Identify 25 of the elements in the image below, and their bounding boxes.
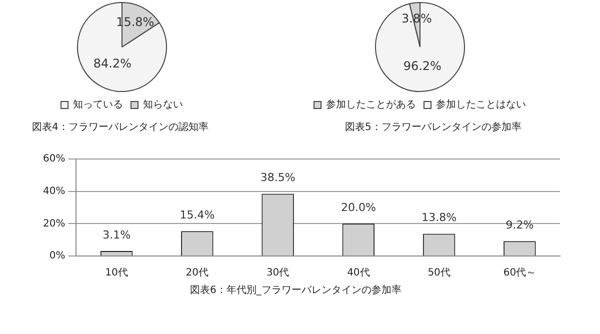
legend-label: 知らない [143,98,183,111]
x-tick-label: 10代 [105,268,128,279]
y-tick-label: 0% [49,250,66,262]
data-label: 15.4% [180,208,215,222]
legend-label: 参加したことがある [326,98,416,111]
x-tick-label: 40代 [347,268,370,279]
data-label: 3.1% [102,228,131,242]
text: 図表5：フラワーバレンタインの参加率 [345,120,522,134]
data-label: 96.2% [403,59,442,74]
y-tick-label: 40% [42,186,66,197]
x-tick-label: 30代 [266,268,290,279]
text: 図表4：フラワーバレンタインの認知率 [32,120,208,134]
data-label: 20.0% [340,201,376,214]
y-tick-label: 60% [42,154,66,165]
x-tick-label: 20代 [186,268,209,279]
legend-label: 知っている [73,98,123,111]
data-label: 13.8% [422,211,457,224]
text: 図表6：年代別_フラワーバレンタインの参加率 [190,284,402,297]
data-label: 9.2% [506,218,534,232]
y-tick-label: 20% [42,218,66,230]
data-label: 38.5% [260,171,296,184]
x-tick-label: 50代 [428,268,450,279]
x-tick-label: 60代～ [503,268,536,279]
data-label: 84.2% [93,56,132,71]
legend-label: 参加したことはない [436,98,526,111]
